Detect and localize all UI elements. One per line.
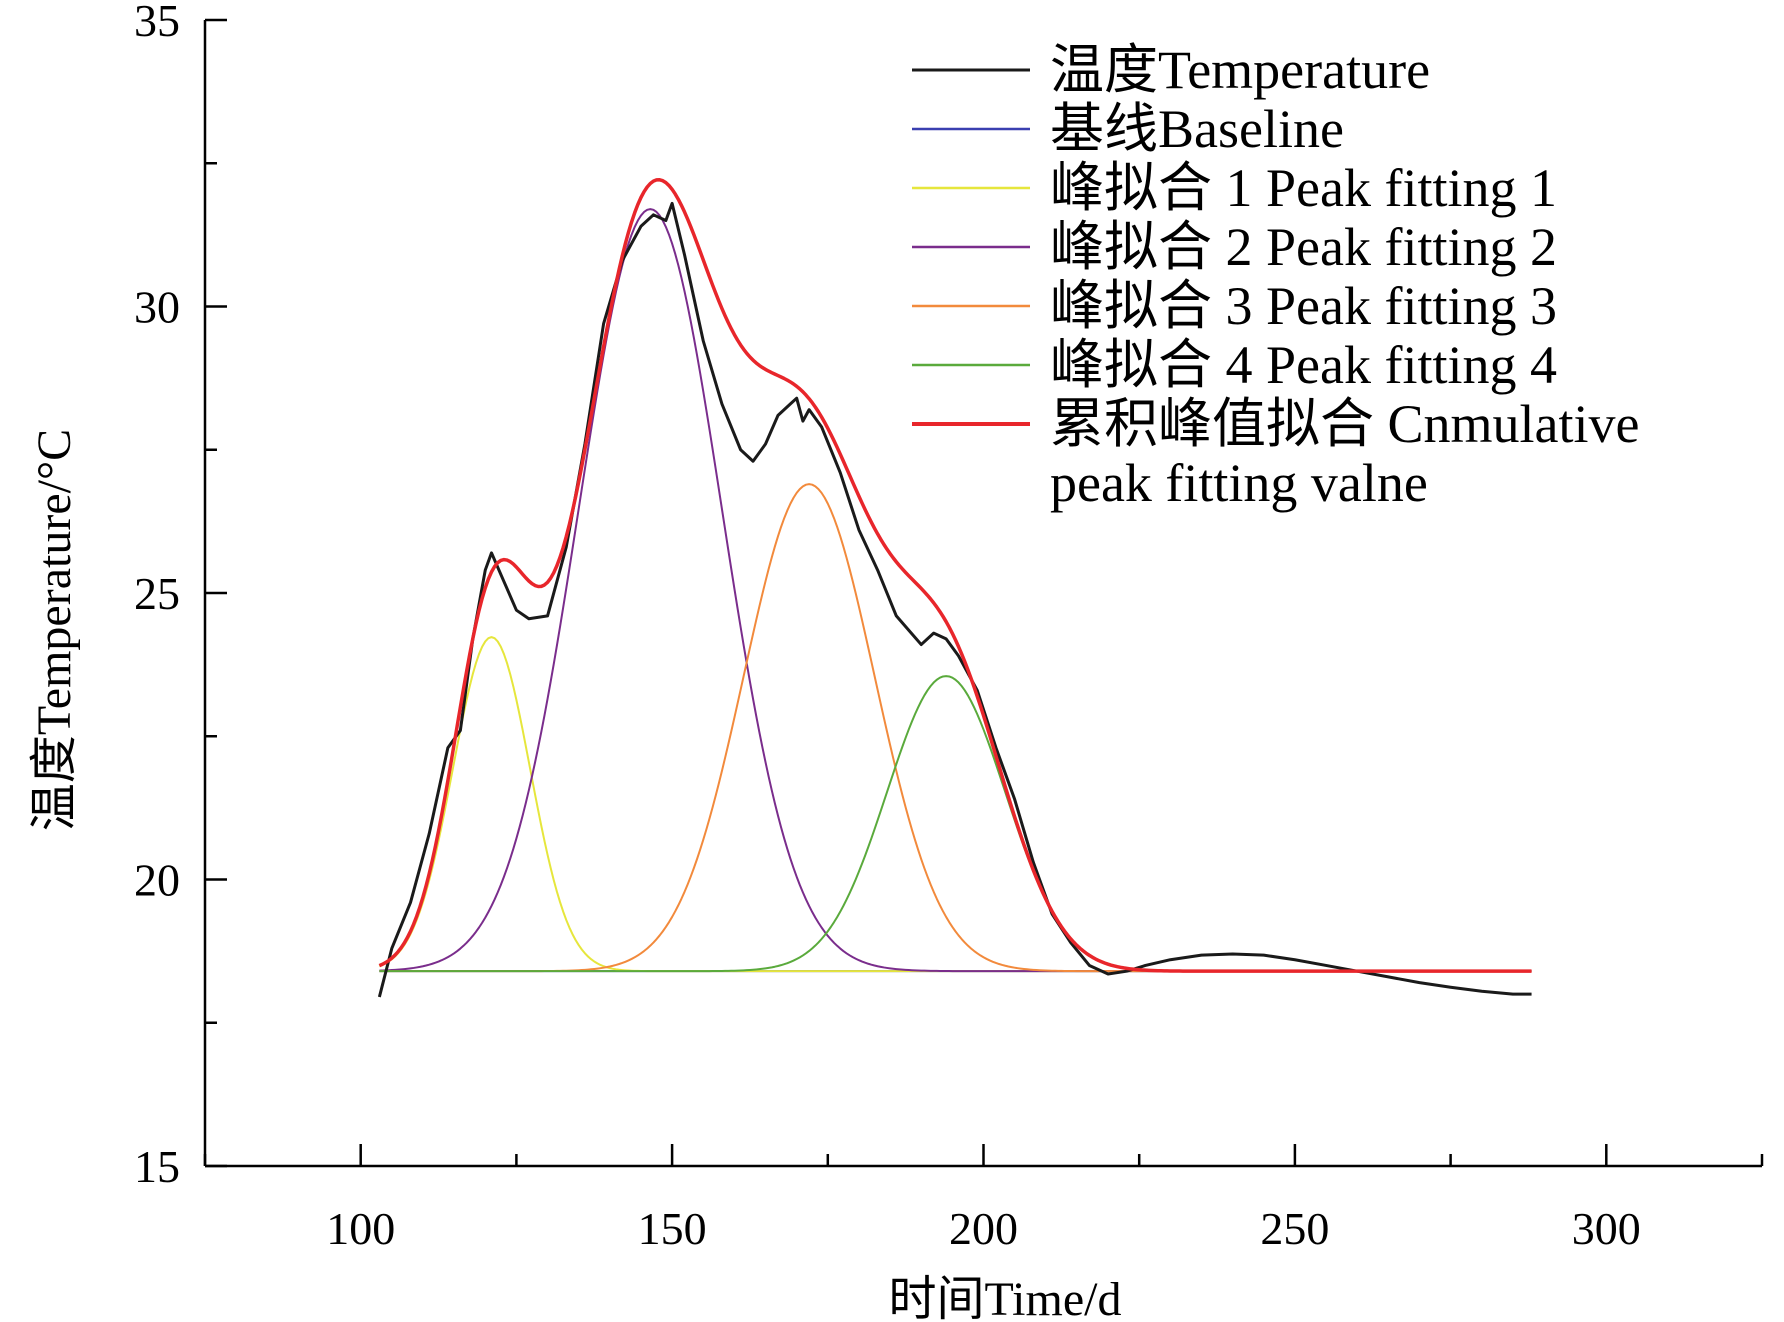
legend-label: 累积峰值拟合 Cnmulative <box>1050 394 1639 454</box>
y-tick-label: 35 <box>134 0 180 46</box>
series-line-temperature <box>377 201 1532 998</box>
y-tick-label: 20 <box>134 855 180 906</box>
legend-label: 温度Temperature <box>1050 40 1430 100</box>
series-line-peak-fit-3 <box>379 483 1532 973</box>
legend-label-continued: peak fitting valne <box>1050 453 1428 513</box>
y-tick-label: 30 <box>134 282 180 333</box>
y-tick-label: 15 <box>134 1141 180 1192</box>
x-tick-label: 150 <box>638 1203 707 1254</box>
y-axis-label: 温度Temperature/°C <box>28 429 81 831</box>
legend-label: 基线Baseline <box>1050 99 1344 159</box>
legend-label: 峰拟合 3 Peak fitting 3 <box>1050 276 1557 336</box>
legend-label: 峰拟合 2 Peak fitting 2 <box>1050 217 1557 277</box>
series-line-peak-fit-4 <box>379 675 1532 973</box>
y-tick-label: 25 <box>134 568 180 619</box>
x-tick-label: 300 <box>1572 1203 1641 1254</box>
x-axis-label: 时间Time/d <box>889 1273 1122 1322</box>
series-line-cumulative-fit <box>378 178 1532 973</box>
x-tick-label: 200 <box>949 1203 1018 1254</box>
series-group <box>377 178 1532 998</box>
ticks: 100 150 200 250 300 15 20 25 30 35 <box>134 0 1764 1254</box>
x-tick-label: 250 <box>1260 1203 1329 1254</box>
legend-label: 峰拟合 1 Peak fitting 1 <box>1050 158 1557 218</box>
legend-label: 峰拟合 4 Peak fitting 4 <box>1050 335 1557 395</box>
series-line-peak-fit-1 <box>379 636 1532 973</box>
x-tick-label: 100 <box>326 1203 395 1254</box>
